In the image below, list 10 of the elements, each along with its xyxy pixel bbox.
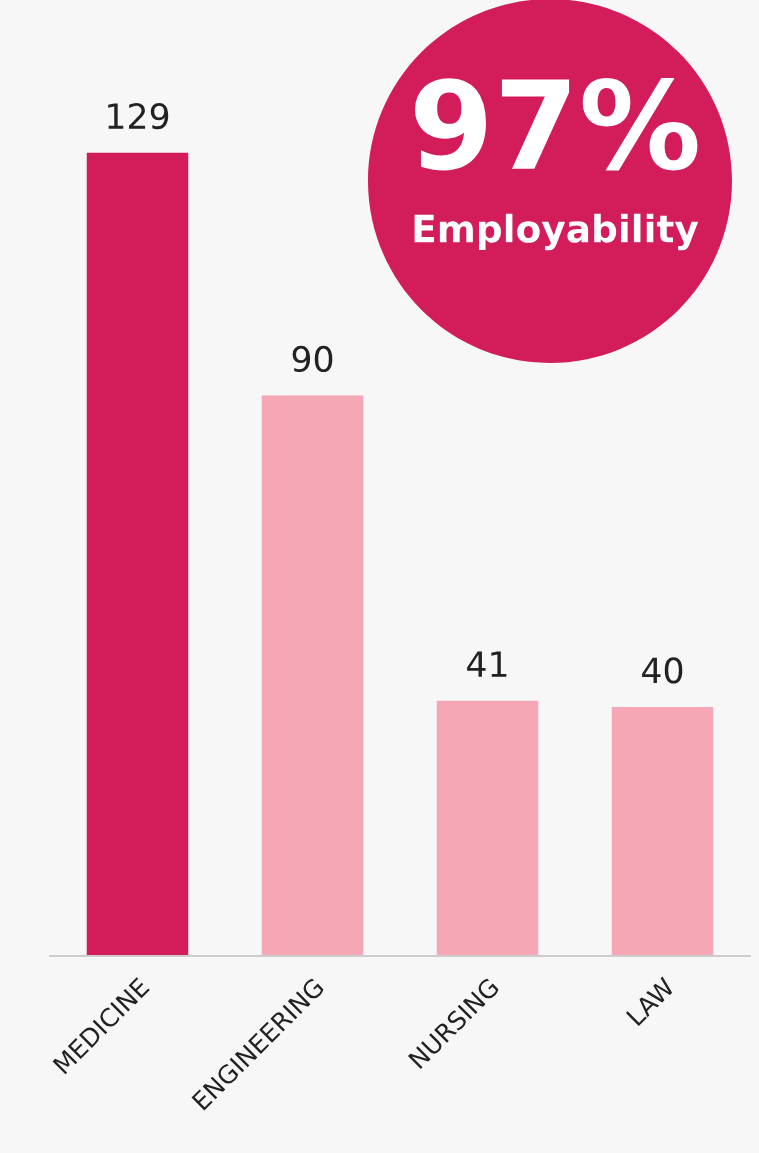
bar (611, 706, 714, 956)
annotation: 97% (415, 78, 698, 171)
data-label: 41 (467, 651, 507, 677)
bar (436, 700, 539, 956)
data-label: 129 (108, 102, 169, 130)
bar (86, 152, 189, 956)
data-label: 40 (642, 657, 683, 684)
bar (261, 395, 364, 956)
data-label: 90 (292, 345, 333, 373)
annotation: Employability (414, 213, 699, 251)
